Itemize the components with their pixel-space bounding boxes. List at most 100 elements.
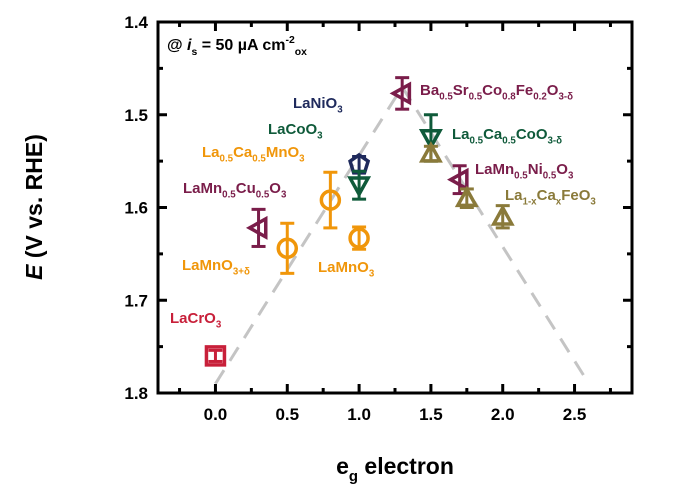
text-segment: Ni (528, 161, 543, 178)
data-point-la1-xcaxfeo3 (490, 204, 515, 230)
y-tick-label: 1.6 (124, 199, 148, 218)
text-segment: ox (295, 47, 307, 58)
text-segment: x (556, 197, 562, 208)
text-segment: 3 (369, 269, 375, 280)
text-segment: 3 (281, 190, 287, 201)
text-segment: La (452, 126, 470, 143)
text-segment: 0.5 (470, 136, 484, 147)
text-segment: 0.5 (222, 190, 236, 201)
series-label: LaMnO3 (318, 259, 375, 280)
y-tick-label: 1.7 (124, 291, 148, 310)
text-segment: Ba (420, 82, 440, 99)
triangle-left-marker (447, 167, 469, 192)
text-segment: CoO (516, 126, 548, 143)
data-point-la0-5ca0-5mno3 (319, 170, 342, 230)
text-segment: Ca (483, 126, 503, 143)
text-segment: @ (167, 37, 187, 54)
text-segment: 0.5 (439, 92, 453, 103)
x-tick-label: 2.5 (563, 405, 587, 424)
text-segment: Co (482, 82, 502, 99)
text-segment: e (336, 453, 349, 479)
text-segment: LaMnO (318, 259, 369, 276)
text-segment: 3 (568, 171, 574, 182)
data-point-ba0-5sr0-5co0-8fe0-2o3- (389, 76, 412, 111)
text-segment: O (269, 180, 281, 197)
data-point-la1-xcaxfeo3 (454, 185, 479, 209)
y-tick-label: 1.4 (124, 13, 148, 32)
square-marker (204, 345, 227, 367)
x-tick-label: 0.0 (204, 405, 228, 424)
y-tick-label: 1.5 (124, 106, 148, 125)
text-segment: Ca (537, 187, 557, 204)
x-tick-label: 0.5 (275, 405, 299, 424)
text-segment: LaCrO (170, 310, 216, 327)
axes: 0.0 0.5 1.0 1.5 2.0 2.5 1.4 1.5 1.6 1.7 1.8 (124, 13, 632, 424)
triangle-left-marker (389, 81, 412, 106)
triangle-left-marker (245, 215, 268, 240)
text-segment: s (192, 47, 198, 58)
text-segment: 3-δ (548, 136, 563, 147)
text-segment: 0.8 (502, 92, 516, 103)
text-segment: -2 (286, 35, 295, 46)
condition-annotation: @ is = 50 µA cm-2ox (167, 35, 307, 58)
text-segment: 0.2 (533, 92, 547, 103)
text-segment: i (187, 37, 192, 54)
text-segment: 0.5 (256, 190, 270, 201)
text-segment: LaNiO (293, 95, 338, 112)
series-labels: LaCrO3LaMn0.5Cu0.5O3LaMnO3+δLa0.5Ca0.5Mn… (170, 82, 596, 331)
text-segment: g (349, 468, 358, 485)
text-segment: Cu (236, 180, 256, 197)
series-label: LaMn0.5Cu0.5O3 (183, 180, 287, 201)
text-segment: 3 (337, 105, 343, 116)
data-point-lamno3 (348, 225, 370, 251)
data-point-lamn0-5cu0-5o3 (245, 207, 268, 248)
y-tick-label: 1.8 (124, 384, 148, 403)
data-point-lacoo3 (347, 169, 372, 201)
series-label: LaCoO3 (268, 121, 323, 142)
series-label: La1-xCaxFeO3 (505, 187, 596, 208)
series-label: LaNiO3 (293, 95, 343, 116)
volcano-guide-line (214, 84, 591, 385)
text-segment: 1-x (523, 197, 538, 208)
text-segment: Ca (233, 144, 253, 161)
series-label: LaMn0.5Ni0.5O3 (475, 161, 574, 182)
text-segment: LaCoO (268, 121, 318, 138)
text-segment: Sr (453, 82, 469, 99)
text-segment: FeO (561, 187, 591, 204)
text-segment: LaMnO (182, 257, 233, 274)
text-segment: 3 (590, 197, 596, 208)
text-segment: 3 (299, 154, 305, 165)
volcano-dashed-line (214, 84, 591, 385)
text-segment: 3 (317, 131, 323, 142)
text-segment: electron (358, 453, 454, 479)
triangle-up-marker (454, 185, 479, 208)
text-segment: 3-δ (558, 92, 573, 103)
series-label: La0.5Ca0.5CoO3-δ (452, 126, 562, 147)
data-points (204, 76, 515, 367)
text-segment: 0.5 (543, 171, 557, 182)
text-segment: La (505, 187, 523, 204)
text-segment: MnO (266, 144, 300, 161)
series-label: LaCrO3 (170, 310, 222, 331)
x-tick-label: 1.5 (419, 405, 443, 424)
x-tick-label: 2.0 (491, 405, 515, 424)
series-label: Ba0.5Sr0.5Co0.8Fe0.2O3-δ (420, 82, 573, 103)
triangle-up-marker (490, 204, 515, 226)
circle-marker (348, 227, 370, 249)
text-segment: La (202, 144, 220, 161)
text-segment: LaMn (475, 161, 514, 178)
series-label: La0.5Ca0.5MnO3 (202, 144, 305, 165)
text-segment: 0.5 (502, 136, 516, 147)
text-segment: 0.5 (220, 154, 234, 165)
y-axis-label: E (V vs. RHE) (21, 134, 47, 280)
triangle-down-marker (418, 128, 443, 151)
data-point-lamno3- (276, 221, 299, 275)
text-segment: E (21, 264, 47, 280)
text-segment: = 50 µA cm (197, 37, 285, 54)
text-segment: 3+δ (233, 267, 250, 278)
plot-frame (156, 20, 634, 395)
text-segment: 0.5 (514, 171, 528, 182)
text-segment: Fe (516, 82, 534, 99)
triangle-down-marker (347, 176, 372, 198)
